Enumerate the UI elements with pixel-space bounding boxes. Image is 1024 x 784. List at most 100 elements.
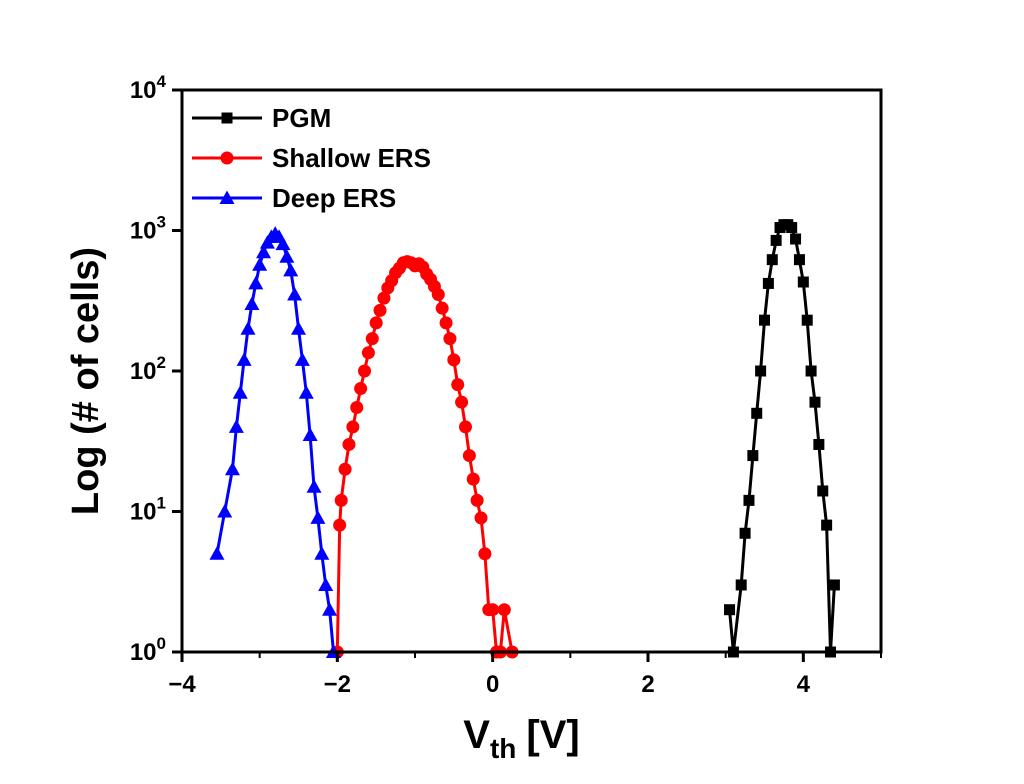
data-point (497, 603, 511, 617)
data-point (283, 262, 299, 277)
legend-label: Deep ERS (272, 183, 396, 213)
data-point (358, 364, 372, 378)
y-tick-label: 100 (130, 634, 166, 666)
data-point (466, 472, 480, 486)
data-point (755, 365, 767, 377)
y-axis-title: Log (# of cells) (65, 247, 107, 515)
data-point (751, 407, 763, 419)
data-point (275, 236, 291, 251)
data-point (443, 332, 457, 346)
data-point (797, 276, 809, 288)
data-point (217, 504, 233, 518)
data-point (805, 365, 817, 377)
y-tick-label: 103 (130, 213, 166, 245)
x-tick-label: −4 (168, 671, 196, 698)
x-axis-title-main: V (463, 713, 490, 757)
data-point (451, 378, 465, 392)
data-point (447, 353, 461, 367)
data-point (470, 493, 484, 507)
data-point (346, 420, 360, 434)
data-point (318, 577, 334, 591)
x-axis-title-unit: [V] (526, 713, 579, 757)
legend-item: Shallow ERS (192, 143, 431, 173)
data-point (821, 519, 833, 531)
series-pgm (724, 219, 840, 658)
data-point (817, 485, 829, 497)
data-point (369, 316, 383, 330)
data-point (809, 396, 821, 408)
data-point (252, 257, 268, 271)
data-point (373, 303, 387, 317)
data-point (439, 316, 453, 330)
data-point (365, 332, 379, 346)
data-point (786, 222, 798, 234)
data-point (724, 604, 736, 616)
data-point (248, 275, 264, 290)
legend-marker (221, 112, 233, 124)
x-tick-label: −2 (324, 671, 351, 698)
data-point (279, 249, 295, 263)
data-point (291, 321, 306, 335)
data-point (256, 244, 272, 259)
data-point (240, 321, 256, 335)
data-point (333, 518, 347, 532)
y-tick-label: 102 (130, 353, 166, 385)
data-point (314, 546, 330, 560)
legend-marker (220, 151, 234, 165)
legend-label: Shallow ERS (272, 143, 431, 173)
data-point (478, 547, 492, 561)
data-point (762, 277, 774, 289)
plot-area (209, 219, 840, 659)
data-point (431, 288, 445, 302)
x-axis-title: Vth [V] (463, 713, 579, 764)
data-point (209, 546, 225, 560)
data-point (334, 493, 348, 507)
data-point (228, 419, 244, 433)
data-point (747, 450, 759, 462)
x-tick-label: 0 (486, 671, 499, 698)
data-point (377, 291, 391, 305)
series-line (335, 260, 514, 652)
data-point (455, 395, 469, 409)
y-tick-label: 104 (130, 72, 167, 104)
data-point (790, 233, 802, 245)
data-point (342, 437, 356, 451)
legend-item: PGM (192, 103, 331, 133)
x-tick-label: 2 (641, 671, 654, 698)
data-point (322, 602, 338, 616)
data-point (743, 494, 755, 506)
legend-item: Deep ERS (192, 183, 396, 213)
legend-label: PGM (272, 103, 331, 133)
data-point (310, 510, 326, 524)
legend-marker (219, 190, 235, 204)
data-point (435, 301, 449, 315)
data-point (770, 234, 782, 246)
data-point (766, 254, 778, 266)
data-point (294, 352, 310, 366)
data-point (813, 438, 825, 450)
x-tick-label: 4 (797, 671, 811, 698)
data-point (793, 254, 805, 266)
series-deep-ers (209, 226, 341, 658)
data-point (244, 296, 260, 310)
data-point (236, 352, 252, 366)
data-point (361, 346, 375, 360)
axes: −4 −2 0 2 4 100 101 102 103 104 (130, 72, 883, 698)
data-point (462, 449, 476, 463)
data-point (350, 400, 364, 414)
data-point (287, 287, 303, 301)
series-shallow-ers (330, 255, 519, 659)
data-point (486, 603, 500, 617)
data-point (828, 579, 840, 591)
data-point (306, 479, 322, 493)
data-point (224, 461, 240, 476)
series-line (215, 232, 335, 652)
data-point (298, 385, 314, 399)
data-point (739, 527, 751, 539)
data-point (735, 579, 747, 591)
data-point (474, 511, 488, 525)
data-point (759, 314, 770, 326)
data-point (354, 382, 368, 396)
y-tick-label: 101 (130, 494, 166, 526)
